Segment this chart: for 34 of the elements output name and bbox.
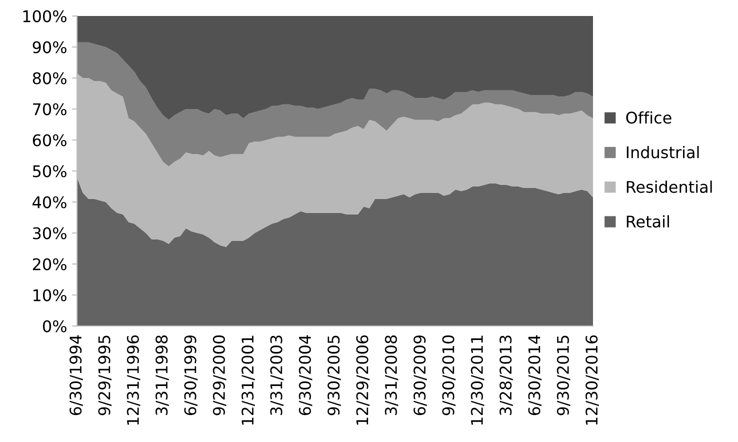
legend-label: Industrial — [626, 146, 699, 158]
x-tick-label: 6/30/2014 — [528, 335, 542, 416]
x-tick-label: 6/30/2004 — [298, 335, 312, 416]
x-tick-label: 9/30/2015 — [556, 336, 570, 416]
x-tick-label: 12/30/2016 — [586, 335, 599, 425]
x-tick-label: 12/31/1996 — [126, 335, 140, 425]
y-tick-label: 60% — [32, 134, 66, 146]
y-tick-label: 80% — [32, 72, 66, 84]
y-tick-label: 30% — [32, 227, 66, 240]
x-tick-label: 6/30/1999 — [184, 335, 198, 416]
x-tick-label: 12/30/2011 — [470, 336, 484, 425]
x-tick-label: 9/30/2005 — [328, 336, 341, 416]
y-tick-label: 50% — [33, 165, 66, 178]
x-tick-label: 12/31/2001 — [242, 336, 255, 425]
y-tick-label: 70% — [33, 103, 66, 116]
x-tick-label: 3/31/2008 — [384, 335, 398, 416]
y-tick-label: 100% — [23, 10, 66, 22]
x-tick-label: 9/29/1995 — [98, 336, 112, 416]
x-tick-label: 3/31/2003 — [270, 336, 284, 416]
legend-label: Retail — [626, 215, 669, 228]
y-tick-label: 40% — [32, 196, 66, 208]
y-tick-label: 20% — [32, 258, 66, 270]
x-tick-label: 6/30/1994 — [70, 335, 83, 416]
x-tick-label: 6/30/2009 — [414, 335, 427, 416]
legend-label: Office — [626, 111, 672, 124]
y-tick-label: 10% — [34, 289, 66, 302]
x-tick-label: 9/30/2010 — [442, 335, 456, 416]
legend-label: Residential — [626, 180, 712, 193]
x-tick-label: 3/28/2013 — [500, 336, 513, 416]
y-tick-label: 90% — [32, 41, 66, 54]
y-tick-label: 0% — [42, 320, 66, 332]
x-tick-label: 3/31/1998 — [156, 335, 169, 416]
x-tick-label: 12/29/2006 — [356, 335, 370, 425]
x-tick-label: 9/29/2000 — [212, 335, 226, 416]
